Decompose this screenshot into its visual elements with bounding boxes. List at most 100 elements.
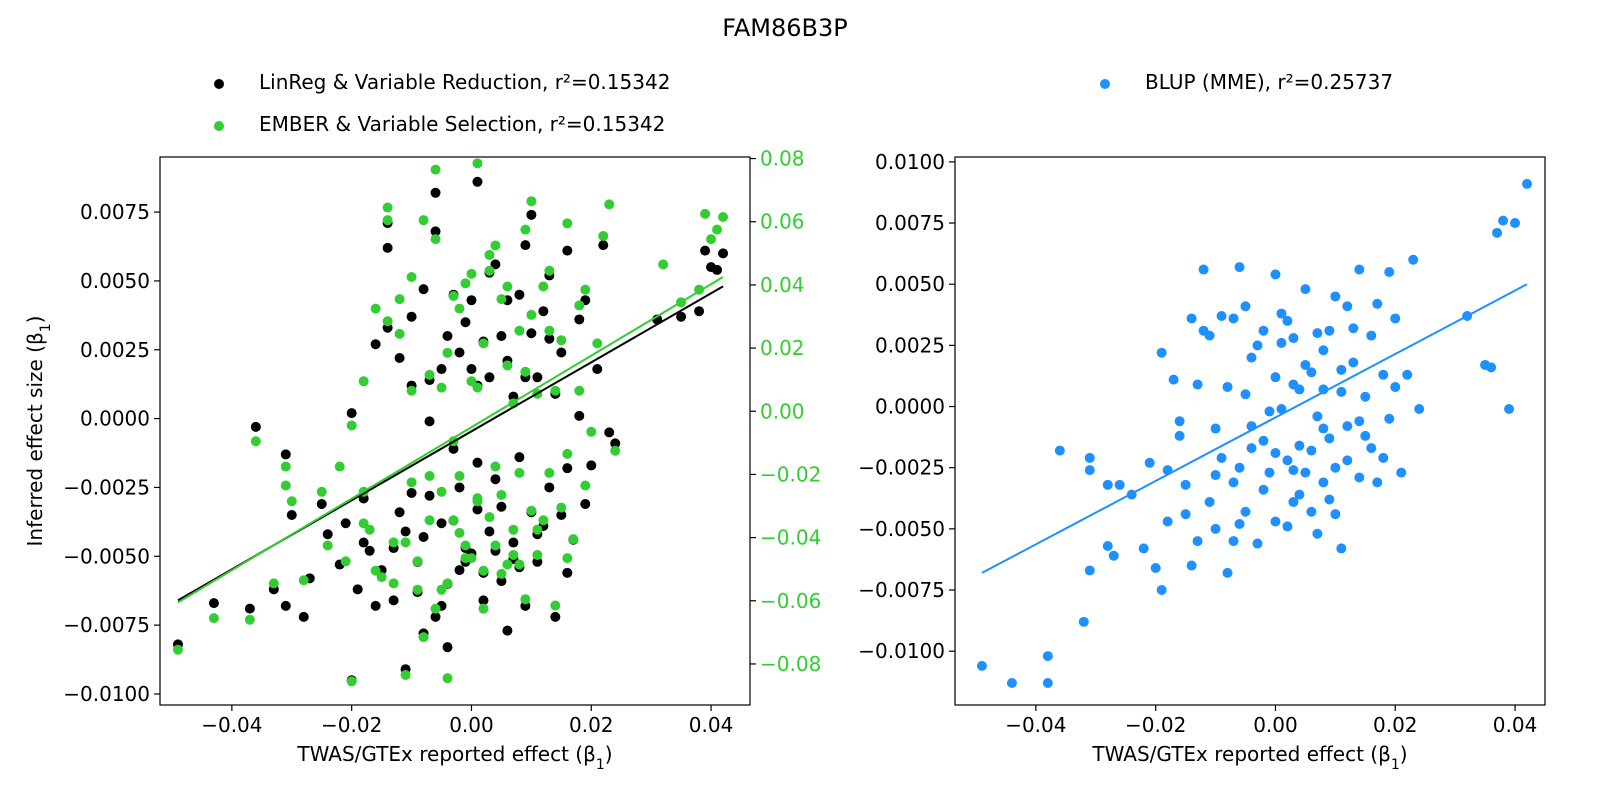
data-point (1324, 494, 1335, 505)
data-point (454, 303, 465, 314)
data-point (610, 438, 621, 449)
data-point (1270, 516, 1281, 527)
data-point (1192, 536, 1203, 547)
data-point (508, 537, 519, 548)
data-point (1372, 477, 1383, 488)
data-point (1414, 403, 1425, 414)
data-point (472, 158, 483, 169)
data-point (562, 245, 573, 256)
x-tick-label: 0.04 (689, 713, 734, 737)
data-point (484, 512, 495, 523)
data-point (520, 224, 531, 235)
data-point (1042, 677, 1053, 688)
data-point (472, 496, 483, 507)
data-point (700, 245, 711, 256)
data-point (502, 625, 513, 636)
fit-line (177, 276, 724, 604)
data-point (1324, 433, 1335, 444)
data-point (1342, 421, 1353, 432)
data-point (382, 242, 393, 253)
data-point (472, 382, 483, 393)
data-point (550, 600, 561, 611)
data-point (1360, 430, 1371, 441)
data-point (694, 306, 705, 317)
data-point (1336, 543, 1347, 554)
data-point (466, 364, 477, 375)
data-point (586, 426, 597, 437)
data-point (424, 416, 435, 427)
data-point (1354, 472, 1365, 483)
data-point (478, 603, 489, 614)
data-point (370, 565, 381, 576)
data-point (496, 501, 507, 512)
y2-tick-label: −0.08 (760, 652, 821, 676)
data-point (454, 565, 465, 576)
y-tick-label: 0.0025 (875, 333, 945, 357)
data-point (574, 300, 585, 311)
data-point (382, 316, 393, 327)
y-tick-label: 0.0050 (875, 272, 945, 296)
data-point (340, 518, 351, 529)
data-point (1360, 391, 1371, 402)
right-plot-marks (976, 178, 1533, 688)
data-point (442, 673, 453, 684)
data-point (430, 603, 441, 614)
data-point (376, 572, 387, 583)
data-point (346, 420, 357, 431)
data-point (658, 259, 669, 270)
data-point (490, 259, 501, 270)
data-point (280, 600, 291, 611)
data-point (1276, 308, 1287, 319)
data-point (322, 540, 333, 551)
data-point (1378, 452, 1389, 463)
data-point (244, 614, 255, 625)
data-point (1366, 330, 1377, 341)
data-point (208, 598, 219, 609)
data-point (490, 461, 501, 472)
data-point (1318, 423, 1329, 434)
data-point (268, 578, 279, 589)
data-point (1006, 677, 1017, 688)
data-point (400, 669, 411, 680)
data-point (550, 385, 561, 396)
data-point (1180, 479, 1191, 490)
data-point (502, 559, 513, 570)
data-point (478, 565, 489, 576)
data-point (1306, 506, 1317, 517)
data-point (346, 408, 357, 419)
data-point (1312, 328, 1323, 339)
data-point (1270, 372, 1281, 383)
data-point (1204, 496, 1215, 507)
data-point (496, 576, 507, 587)
data-point (406, 487, 417, 498)
data-point (1288, 333, 1299, 344)
data-point (1384, 413, 1395, 424)
data-point (490, 240, 501, 251)
data-point (1198, 264, 1209, 275)
data-point (436, 584, 447, 595)
data-point (1258, 325, 1269, 336)
data-point (1342, 455, 1353, 466)
data-point (1162, 516, 1173, 527)
data-point (442, 347, 453, 358)
data-point (388, 595, 399, 606)
data-point (172, 644, 183, 655)
y2-tick-label: −0.06 (760, 589, 821, 613)
data-point (1138, 543, 1149, 554)
data-point (406, 272, 417, 283)
data-point (574, 410, 585, 421)
data-point (544, 333, 555, 344)
data-point (1300, 359, 1311, 370)
data-point (1270, 269, 1281, 280)
data-point (1492, 227, 1503, 238)
data-point (1348, 357, 1359, 368)
data-point (1294, 489, 1305, 500)
data-point (718, 248, 729, 259)
data-point (610, 445, 621, 456)
y2-tick-label: −0.04 (760, 526, 821, 550)
data-point (1300, 284, 1311, 295)
data-point (514, 467, 525, 478)
data-point (1342, 301, 1353, 312)
data-point (1210, 470, 1221, 481)
data-point (316, 486, 327, 497)
